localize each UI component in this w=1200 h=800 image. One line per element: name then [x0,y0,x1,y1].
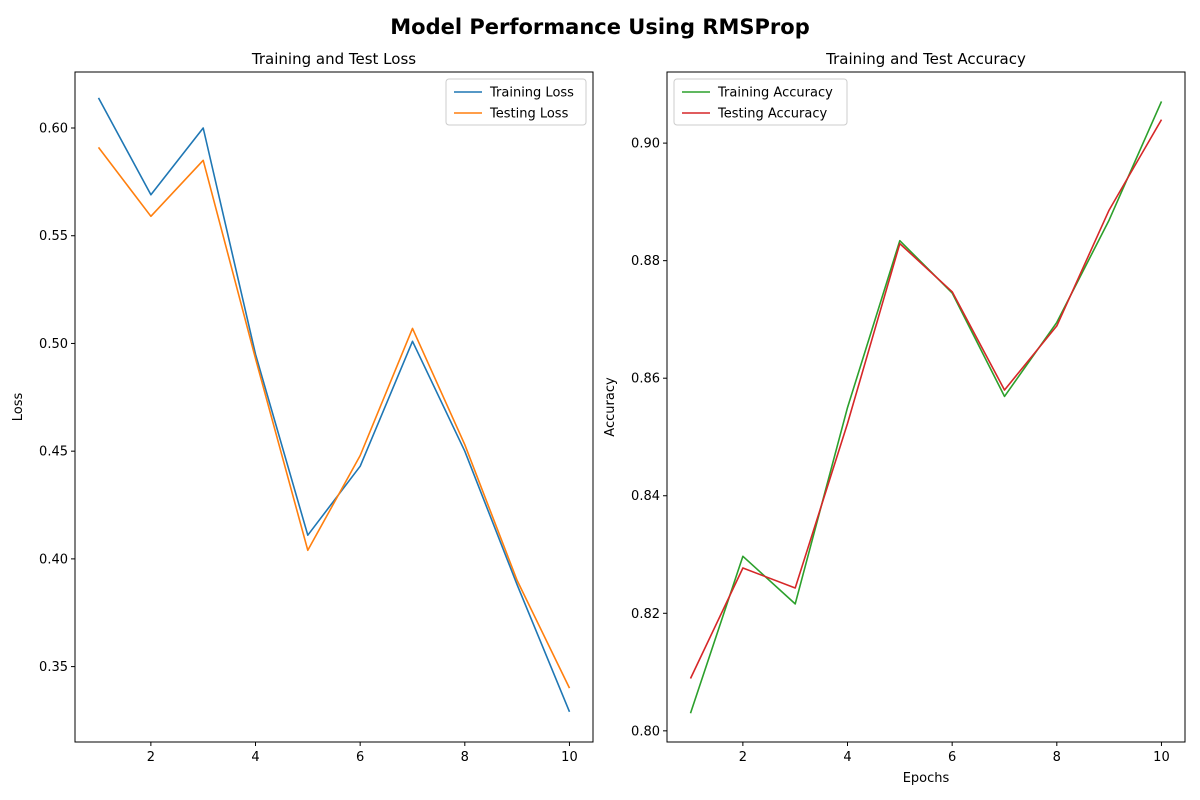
x-tick-label: 10 [1153,750,1170,765]
subplot-title: Training and Test Loss [251,50,416,68]
legend-box [673,78,848,126]
legend: Training Accuracy Testing Accuracy [673,78,848,126]
y-tick-label: 0.84 [631,489,660,504]
y-tick-label: 0.90 [631,137,660,152]
legend-entry-label: Testing Loss [489,107,569,122]
x-axis-label: Epochs [903,771,950,786]
x-tick-label: 2 [739,750,747,765]
y-tick-label: 0.55 [39,229,68,244]
series-line-training-loss [97,97,571,713]
x-tick-label: 10 [561,750,578,765]
y-tick-label: 0.35 [39,660,68,675]
x-tick-label: 6 [356,750,364,765]
y-tick-label: 0.86 [631,372,660,387]
x-tick-label: 4 [843,750,851,765]
axes-frame [666,71,1186,743]
series-line-testing-loss [97,146,571,689]
chart-1: Training and Test Loss 2 4 6 8 10 0.35 0.40 0.45… [11,50,594,765]
x-tick-label: 8 [1053,750,1061,765]
y-axis-label: Accuracy [603,377,618,437]
y-tick-label: 0.45 [39,445,68,460]
legend-entry-label: Testing Accuracy [717,107,827,122]
legend-entry-label: Training Accuracy [717,86,833,101]
y-tick-label: 0.88 [631,254,660,269]
figure-title: Model Performance Using RMSProp [390,15,809,39]
x-tick-label: 4 [251,750,259,765]
series-line-training-accuracy [689,101,1163,714]
y-tick-label: 0.40 [39,552,68,567]
y-tick-label: 0.80 [631,724,660,739]
y-tick-label: 0.60 [39,122,68,137]
x-tick-label: 2 [147,750,155,765]
chart-2: Training and Test Accuracy 2 4 6 8 10 0.80 0.82… [603,50,1186,786]
x-tick-label: 6 [948,750,956,765]
subplot-title: Training and Test Accuracy [825,50,1026,68]
legend-entry-label: Training Loss [489,86,574,101]
plots-container: Training and Test Loss 2 4 6 8 10 0.35 0.40 0.45… [11,50,1186,786]
y-axis-label: Loss [11,393,26,422]
x-tick-label: 8 [461,750,469,765]
axes-frame [74,71,594,743]
legend: Training Loss Testing Loss [445,78,587,126]
series-line-testing-accuracy [689,119,1163,679]
y-tick-label: 0.82 [631,607,660,622]
y-tick-label: 0.50 [39,337,68,352]
